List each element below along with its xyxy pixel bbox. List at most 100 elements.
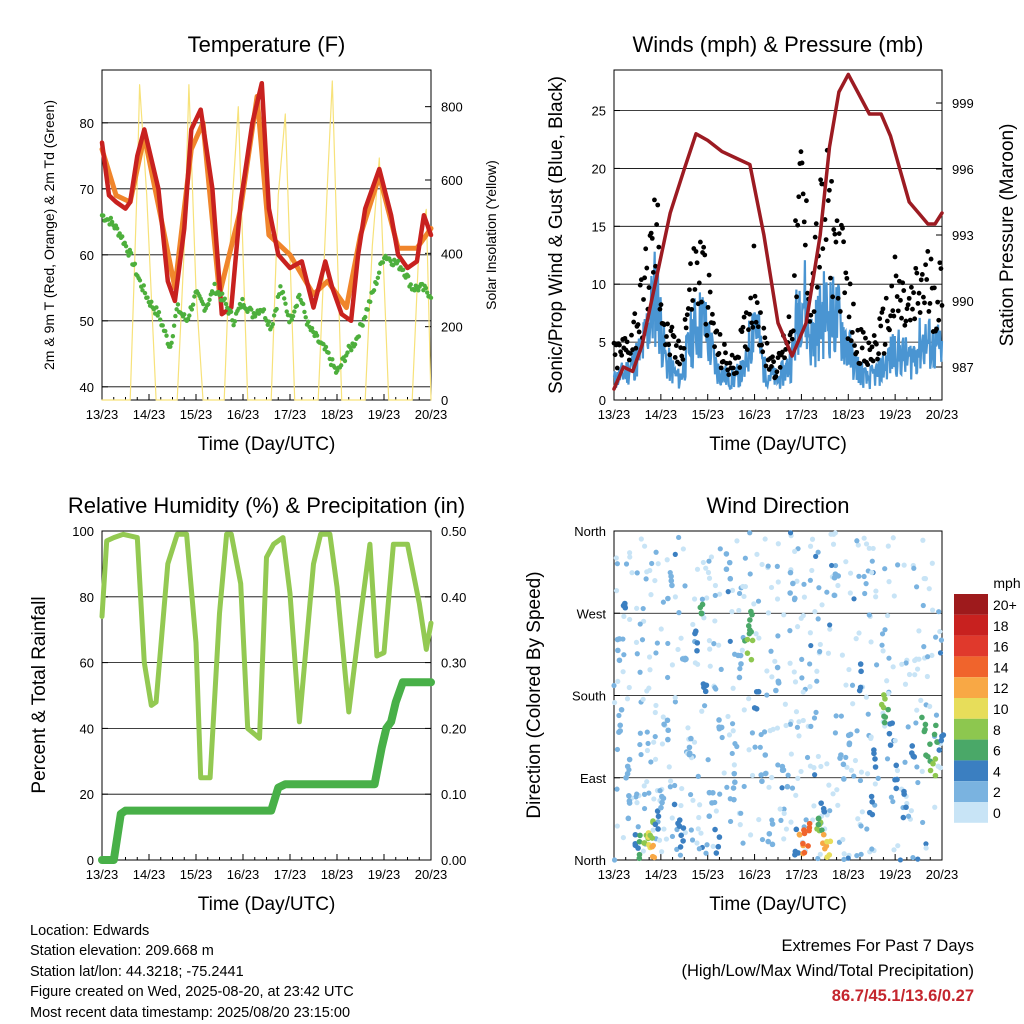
gust-point [718, 365, 724, 371]
direction-point [762, 770, 769, 777]
station-elevation: Station elevation: 209.668 m [30, 943, 214, 960]
td-point [300, 301, 306, 307]
y-tick-label: 0 [87, 853, 94, 868]
direction-point [731, 796, 737, 803]
legend-swatch [954, 802, 988, 823]
direction-point [866, 545, 872, 551]
direction-point [668, 577, 675, 584]
direction-point [846, 666, 852, 673]
direction-point [641, 783, 647, 789]
td-point [168, 344, 173, 349]
y2-tick-label: 0.10 [441, 787, 466, 802]
gust-point [759, 342, 764, 348]
direction-point [723, 566, 730, 573]
direction-point [717, 546, 723, 552]
gust-point [690, 298, 696, 303]
direction-point [632, 842, 639, 849]
direction-point [624, 696, 631, 702]
direction-point [634, 605, 640, 611]
extremes-title: Extremes For Past 7 Days [781, 937, 974, 955]
direction-point [866, 612, 872, 618]
direction-point [754, 551, 760, 557]
direction-point [792, 548, 798, 554]
x-tick-label: 18/23 [832, 867, 865, 882]
direction-point [614, 746, 621, 753]
td-point [349, 347, 354, 353]
direction-point [616, 712, 622, 719]
direction-point [712, 685, 718, 691]
direction-point [665, 595, 671, 602]
direction-point [725, 589, 731, 595]
y-tick-label: South [572, 689, 606, 704]
gust-point [782, 355, 787, 361]
direction-point [717, 591, 723, 597]
gust-point [655, 202, 661, 208]
direction-point [632, 831, 639, 838]
direction-point [765, 838, 771, 845]
direction-point [640, 696, 646, 702]
direction-point [682, 830, 688, 836]
direction-point [872, 764, 879, 770]
direction-point [691, 596, 698, 602]
td-point [185, 316, 191, 322]
rh-series [99, 531, 434, 781]
gust-point [650, 269, 656, 275]
direction-point [614, 823, 620, 829]
direction-point [854, 852, 860, 859]
direction-point [770, 726, 776, 732]
legend-label: 0 [993, 805, 1001, 821]
direction-point [799, 675, 805, 681]
gust-point [777, 365, 783, 370]
td-point [109, 219, 115, 225]
direction-point [623, 561, 630, 567]
direction-point [774, 725, 781, 731]
gust-point [876, 351, 881, 357]
gust-point [924, 277, 930, 282]
direction-point [651, 796, 657, 802]
direction-point [736, 590, 743, 597]
direction-point [919, 768, 925, 774]
direction-point [873, 662, 880, 668]
gust-point [799, 160, 805, 166]
td-point [158, 317, 163, 322]
direction-point [826, 782, 832, 788]
direction-point [718, 666, 724, 672]
direction-point [656, 837, 663, 843]
x-tick-label: 20/23 [415, 867, 448, 882]
td-point [374, 281, 379, 286]
td-point [371, 288, 377, 293]
direction-point [873, 594, 879, 600]
direction-point [623, 774, 629, 781]
gust-point [748, 295, 754, 301]
direction-point [738, 810, 744, 816]
direction-point [814, 668, 820, 674]
direction-point [894, 767, 901, 774]
direction-point [903, 660, 909, 666]
y2-tick-label: 0.00 [441, 853, 466, 868]
gust-point [753, 319, 759, 325]
gust-point [665, 321, 670, 327]
gust-point [747, 311, 752, 317]
gust-point [694, 260, 700, 266]
direction-point [746, 630, 753, 637]
gust-point [811, 309, 817, 314]
td-point [323, 344, 329, 350]
gust-point [794, 294, 799, 300]
td-point [352, 342, 358, 347]
direction-point [726, 559, 733, 566]
direction-point [614, 561, 620, 567]
gust-point [770, 354, 775, 360]
x-tick-label: 13/23 [598, 867, 631, 882]
direction-point [611, 682, 617, 689]
direction-point [920, 819, 926, 826]
direction-point [924, 654, 931, 660]
direction-point [669, 815, 675, 821]
gust-point [696, 280, 702, 286]
td-point [392, 257, 397, 263]
direction-point [914, 707, 920, 713]
x-tick-label: 20/23 [926, 867, 959, 882]
gust-point [912, 316, 918, 322]
direction-point [814, 826, 820, 832]
direction-point [868, 793, 875, 800]
